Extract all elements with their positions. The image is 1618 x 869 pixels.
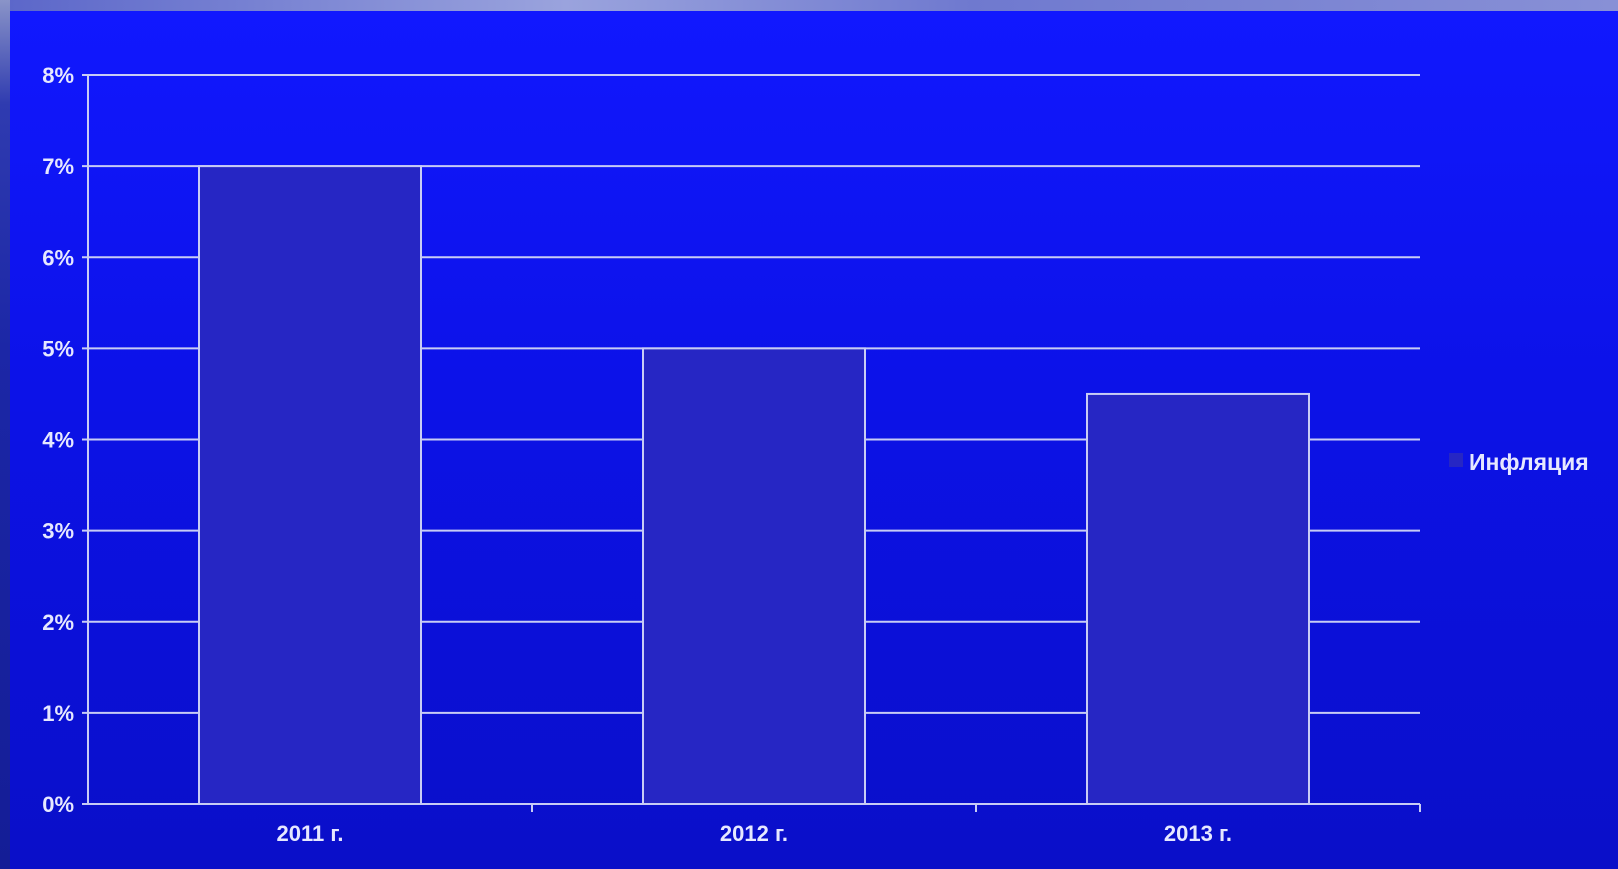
y-tick-label: 3% (42, 519, 74, 544)
x-tick-label: 2011 г. (277, 821, 344, 846)
axes (82, 74, 1421, 812)
y-tick-label: 2% (42, 610, 74, 635)
left-decorative-strip (0, 0, 10, 869)
x-tick-labels: 2011 г. 2012 г. 2013 г. (277, 821, 1233, 846)
x-tick-label: 2013 г. (1164, 821, 1232, 846)
bar (1086, 392, 1310, 805)
y-tick-label: 6% (42, 245, 74, 270)
legend: Инфляция (1449, 449, 1589, 475)
y-tick-label: 1% (42, 701, 74, 726)
bars (198, 165, 1310, 805)
y-tick-label: 5% (42, 336, 74, 361)
x-tick-label: 2012 г. (720, 821, 788, 846)
y-tick-label: 8% (42, 63, 74, 88)
y-tick-label: 7% (42, 154, 74, 179)
top-decorative-strip (0, 0, 1618, 11)
legend-swatch (1449, 453, 1463, 467)
y-tick-label: 0% (42, 792, 74, 817)
y-tick-label: 4% (42, 428, 74, 453)
bar (642, 347, 866, 805)
bar (198, 165, 422, 805)
y-tick-labels: 0% 1% 2% 3% 4% 5% 6% 7% 8% (42, 63, 74, 817)
legend-label-inflation: Инфляция (1469, 449, 1589, 475)
